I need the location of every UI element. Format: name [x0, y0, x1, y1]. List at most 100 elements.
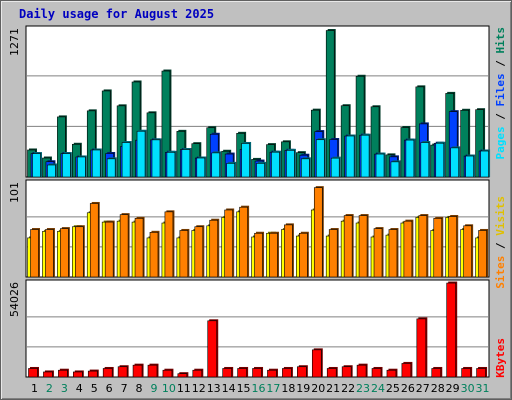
kbytes-bar	[416, 318, 427, 378]
legend-sites-visits-panel: Sites / Visits	[494, 196, 507, 289]
x-tick-label: 21	[326, 382, 340, 395]
sites-bar	[75, 226, 84, 278]
sites-bar	[418, 215, 428, 278]
pages-bar	[62, 153, 71, 178]
pages-bar	[390, 161, 400, 178]
kbytes-bar	[371, 368, 382, 378]
kbytes-bar	[356, 364, 367, 378]
legend-sep: /	[494, 107, 507, 127]
x-tick-label: 26	[401, 382, 415, 395]
legend-sites: Sites	[494, 256, 507, 289]
kbytes-bar	[326, 368, 337, 378]
y-max-hits: 1271	[8, 28, 21, 56]
sites-bar	[149, 232, 159, 278]
kbytes-bar	[476, 368, 486, 378]
sites-bar	[224, 209, 233, 278]
x-tick-label: 22	[341, 382, 355, 395]
sites-bar	[179, 230, 189, 278]
sites-bar	[209, 219, 219, 278]
y-max-sites-visits: 101	[8, 182, 21, 203]
sites-bar	[358, 215, 368, 278]
sites-bar	[239, 206, 248, 278]
kbytes-bar	[207, 320, 218, 378]
pages-bar	[435, 142, 445, 178]
sites-bar	[403, 220, 413, 278]
x-tick-label: 15	[237, 382, 251, 395]
kbytes-bar	[237, 368, 247, 378]
pages-bar	[241, 143, 250, 178]
kbytes-bar	[28, 368, 38, 378]
legend-sep: /	[494, 54, 507, 74]
kbytes-bar	[461, 368, 471, 378]
sites-bar	[194, 226, 204, 278]
x-tick-label: 8	[136, 382, 143, 395]
kbytes-bar	[192, 369, 203, 378]
x-tick-label: 19	[296, 382, 310, 395]
x-tick-label: 13	[207, 382, 221, 395]
kbytes-bar	[117, 366, 128, 378]
x-tick-label: 29	[446, 382, 460, 395]
pages-bar	[480, 150, 489, 178]
pages-bar	[47, 164, 56, 178]
y-max-kbytes: 54026	[8, 282, 21, 317]
x-tick-label: 12	[192, 382, 206, 395]
x-tick-label: 18	[281, 382, 295, 395]
pages-bar	[211, 152, 221, 178]
legend-visits: Visits	[494, 196, 507, 236]
chart-title: Daily usage for August 2025	[19, 7, 215, 21]
x-tick-label: 23	[356, 382, 370, 395]
pages-bar	[450, 147, 459, 178]
kbytes-bar	[73, 371, 83, 378]
kbytes-bar	[311, 349, 322, 378]
sites-bar	[89, 203, 99, 278]
sites-bar	[299, 232, 308, 278]
pages-bar	[345, 135, 355, 178]
x-tick-label: 11	[177, 382, 191, 395]
pages-bar	[196, 157, 206, 178]
kbytes-bar	[282, 368, 292, 378]
sites-bar	[30, 229, 39, 278]
pages-bar	[181, 149, 191, 178]
x-tick-label: 25	[386, 382, 400, 395]
pages-bar	[106, 158, 116, 178]
pages-bar	[301, 158, 310, 178]
pages-bar	[77, 156, 86, 178]
kbytes-bar	[222, 368, 232, 378]
pages-bar	[420, 142, 430, 178]
kbytes-bar	[102, 368, 113, 378]
pages-bar	[330, 157, 340, 178]
x-tick-label: 30	[461, 382, 475, 395]
x-tick-label: 9	[150, 382, 157, 395]
x-tick-label: 27	[416, 382, 430, 395]
sites-bar	[269, 232, 278, 278]
x-tick-label: 16	[252, 382, 266, 395]
kbytes-bar	[177, 373, 188, 378]
pages-bar	[226, 163, 235, 178]
pages-bar	[315, 139, 325, 178]
legend-sep: /	[494, 236, 507, 256]
sites-bar	[60, 228, 69, 278]
kbytes-bar	[446, 282, 456, 378]
pages-bar	[151, 139, 161, 178]
kbytes-bar	[87, 370, 98, 378]
pages-bar	[286, 150, 295, 178]
sites-bar	[164, 211, 174, 278]
pages-bar	[32, 153, 41, 178]
kbytes-bar	[58, 369, 68, 378]
kbytes-bar	[43, 371, 53, 378]
pages-bar	[375, 153, 385, 178]
legend-kbytes: KBytes	[494, 338, 507, 378]
legend-pages: Pages	[494, 126, 507, 159]
kbytes-bar	[132, 364, 143, 378]
legend-hits-panel: Pages / Files / Hits	[494, 27, 507, 160]
pages-bar	[360, 134, 370, 178]
sites-bar	[343, 215, 353, 278]
x-tick-label: 6	[106, 382, 113, 395]
pages-bar	[465, 155, 474, 178]
sites-bar	[119, 214, 129, 278]
sites-bar	[104, 221, 114, 278]
sites-bar	[373, 228, 383, 278]
sites-bar	[433, 218, 443, 278]
sites-bar	[463, 225, 472, 278]
